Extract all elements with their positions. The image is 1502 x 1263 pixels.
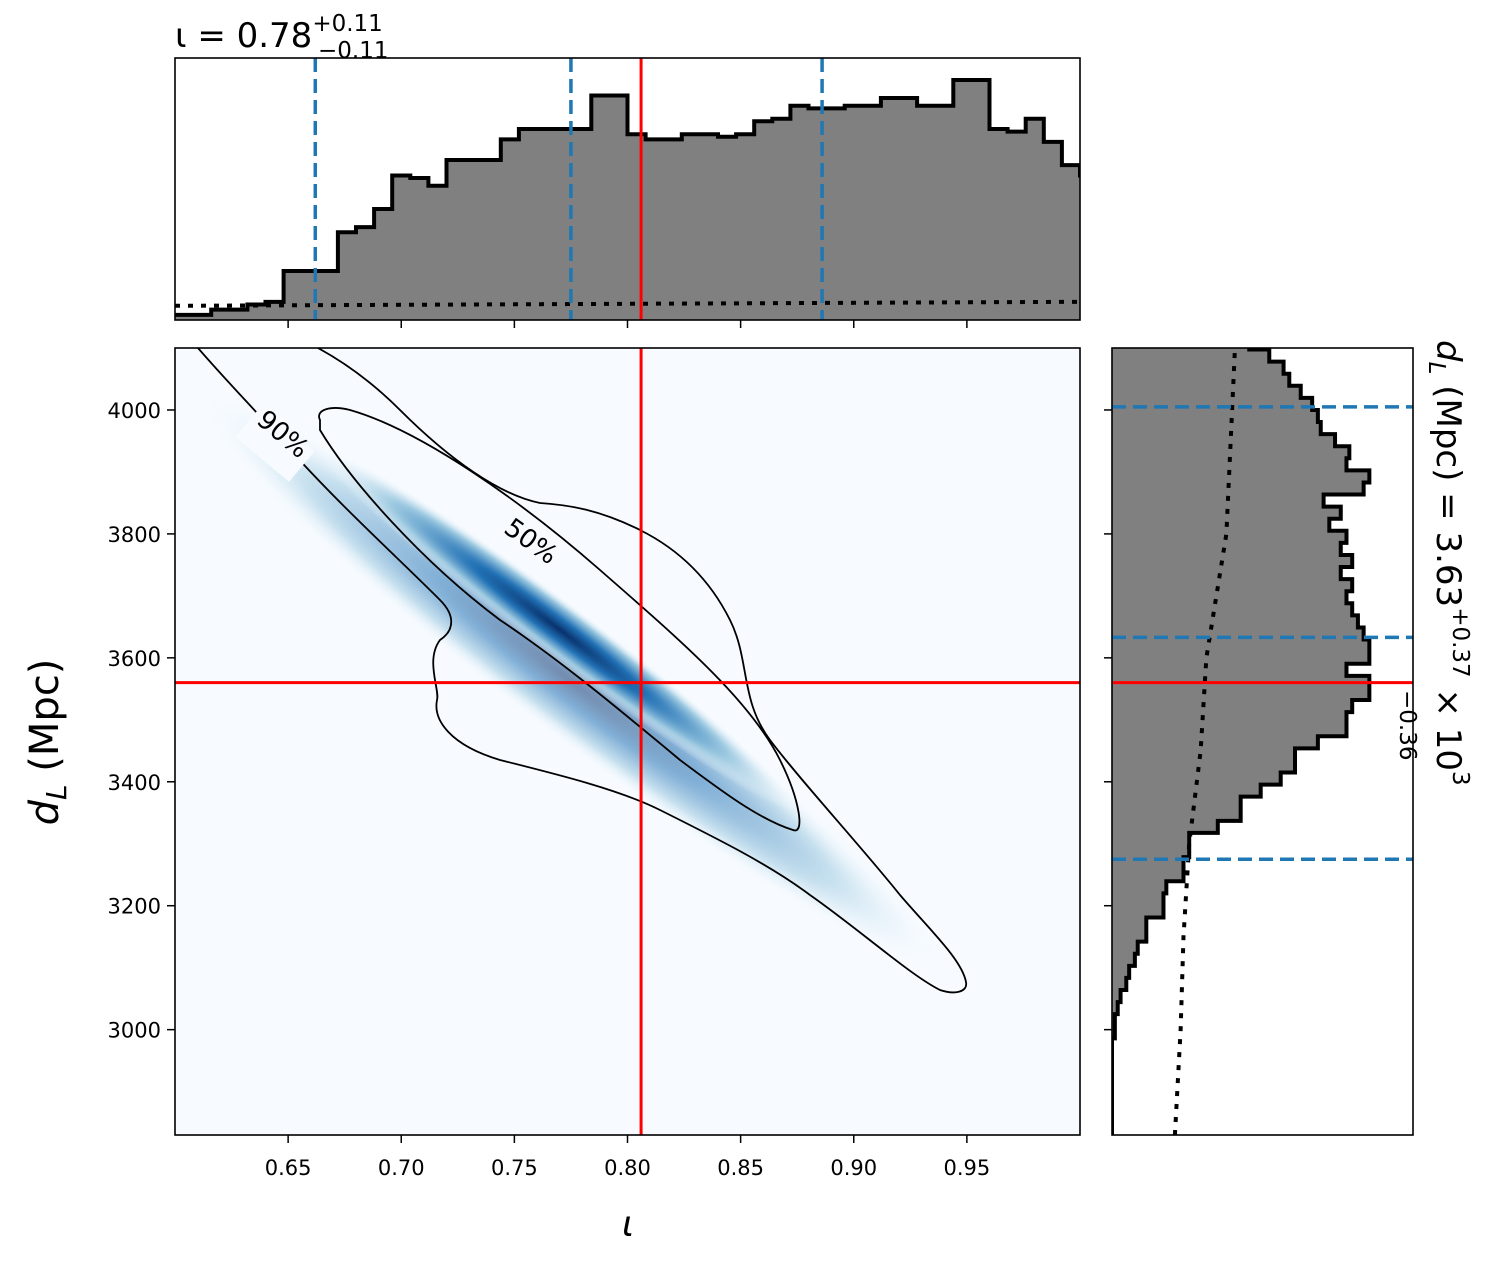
x-tick-label-1: 0.70 — [378, 1156, 425, 1180]
x-tick-label-3: 0.80 — [604, 1156, 651, 1180]
x-tick-label-4: 0.85 — [717, 1156, 764, 1180]
x-tick-label-6: 0.95 — [943, 1156, 990, 1180]
x-tick-label-0: 0.65 — [265, 1156, 312, 1180]
x-tick-label-5: 0.90 — [830, 1156, 877, 1180]
contour-90-label-gap — [235, 406, 315, 482]
y-tick-label-3: 3600 — [108, 647, 161, 671]
y-axis-label: dL (Mpc) — [22, 659, 73, 826]
y-tick-label-4: 3800 — [108, 523, 161, 547]
dL-hist-fill — [1112, 348, 1370, 1135]
dL-summary-title-lower: −0.36 — [1394, 690, 1420, 760]
density-core — [319, 448, 801, 812]
iota-hist-step — [175, 77, 1080, 317]
contour-90 — [197, 348, 967, 994]
y-tick-label-0: 3000 — [108, 1019, 161, 1043]
y-tick-label-2: 3400 — [108, 771, 161, 795]
dL-hist-frame — [1111, 347, 1414, 1136]
y-tick-label-5: 4000 — [108, 399, 161, 423]
iota-prior-line — [175, 299, 1080, 308]
dL-summary-title: dL (Mpc) = 3.63+0.37 × 103 — [1423, 340, 1473, 786]
contour-50 — [318, 407, 801, 832]
iota-summary-title-lower: −0.11 — [318, 38, 388, 64]
iota-summary-title: ι = 0.78+0.11 — [175, 11, 383, 56]
joint-density-panel: 90% 50% 0.65 0.70 0.75 0.80 0.85 0.90 0.95 300… — [22, 347, 1081, 1245]
x-tick-label-2: 0.75 — [491, 1156, 538, 1180]
x-axis-label: ι — [622, 1204, 634, 1245]
density-halo — [195, 390, 945, 970]
dL-marginal-panel: dL (Mpc) = 3.63+0.37 × 103 −0.36 — [1104, 340, 1473, 1136]
iota-marginal-panel: ι = 0.78+0.11 −0.11 — [174, 11, 1081, 328]
iota-hist-fill — [175, 79, 1080, 320]
y-tick-label-1: 3200 — [108, 895, 161, 919]
dL-hist-step — [1112, 348, 1372, 1135]
